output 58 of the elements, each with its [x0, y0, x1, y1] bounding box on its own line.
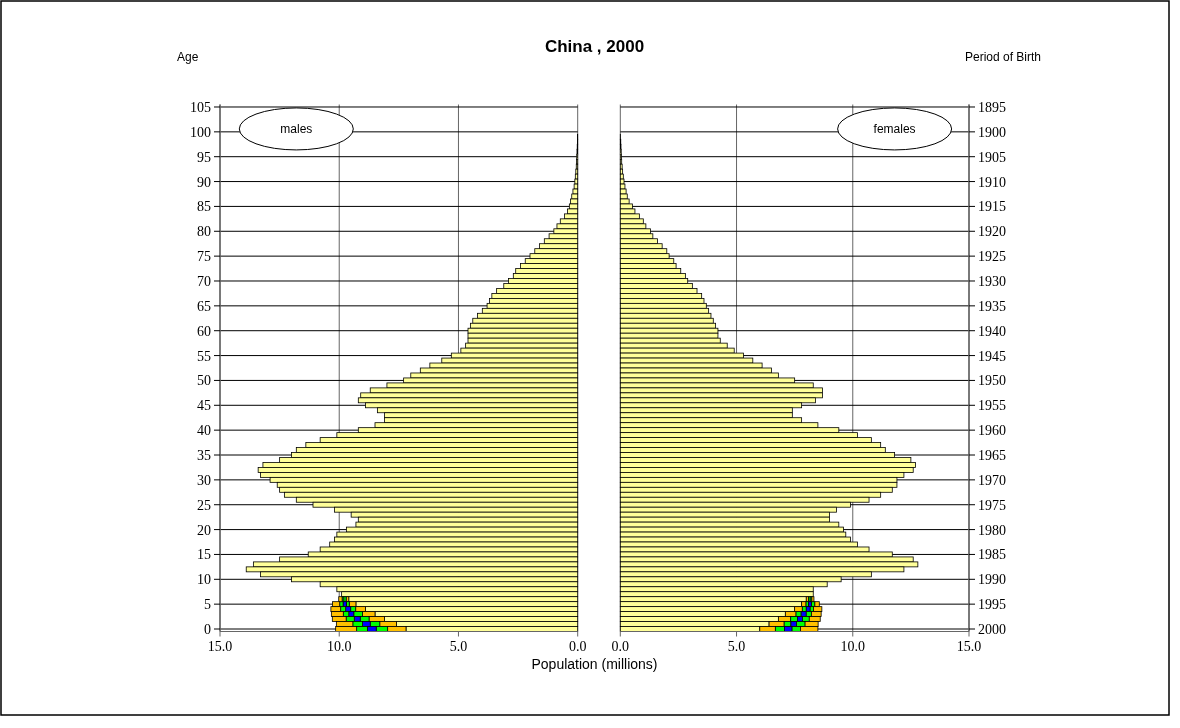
y-tick-label: 55 — [197, 348, 211, 364]
x-axis-title: Population (millions) — [531, 655, 658, 672]
x-tick-label: 0.0 — [611, 638, 630, 654]
y-tick-label: 75 — [197, 249, 211, 265]
y-tick-label: 1915 — [978, 199, 1006, 215]
y-tick-label: 1985 — [978, 547, 1006, 563]
x-tick-label: 10.0 — [840, 638, 866, 654]
y-tick-label: 1995 — [978, 597, 1006, 613]
x-tick-label: 5.0 — [449, 638, 468, 654]
y-axis-title: Period of Birth — [964, 50, 1041, 64]
y-tick-label: 35 — [197, 448, 211, 463]
y-tick-label: 1990 — [978, 572, 1006, 588]
y-tick-label: 1970 — [978, 472, 1006, 488]
y-tick-label: 85 — [197, 199, 211, 215]
y-tick-label: 90 — [197, 174, 211, 190]
y-tick-label: 50 — [197, 373, 211, 389]
y-tick-label: 10 — [197, 572, 211, 588]
y-tick-label: 70 — [197, 274, 211, 289]
y-tick-label: 30 — [197, 472, 211, 488]
y-tick-label: 65 — [197, 298, 211, 314]
y-tick-label: 1950 — [978, 373, 1006, 389]
y-tick-label: 1980 — [978, 522, 1006, 538]
y-tick-label: 1910 — [978, 174, 1006, 190]
annotation: males — [280, 121, 313, 136]
y-tick-label: 105 — [190, 99, 211, 115]
y-tick-label: 60 — [197, 323, 211, 339]
y-tick-label: 1905 — [978, 149, 1006, 165]
y-tick-label: 2000 — [978, 622, 1006, 638]
y-tick-label: 1920 — [978, 224, 1006, 240]
y-tick-label: 1935 — [978, 298, 1006, 314]
y-tick-label: 1930 — [978, 274, 1006, 289]
y-tick-label: 40 — [197, 423, 211, 439]
y-tick-label: 95 — [197, 149, 211, 165]
y-tick-label: 45 — [197, 398, 211, 414]
y-tick-label: 1945 — [978, 348, 1006, 364]
y-tick-label: 1955 — [978, 398, 1006, 414]
y-tick-label: 5 — [204, 597, 211, 613]
x-tick-label: 5.0 — [727, 638, 746, 654]
y-tick-label: 100 — [190, 124, 211, 140]
x-tick-label: 15.0 — [956, 638, 982, 654]
y-tick-label: 1960 — [978, 423, 1006, 439]
y-tick-label: 1900 — [978, 124, 1006, 140]
y-axis-title: Age — [177, 50, 199, 64]
x-tick-label: 10.0 — [326, 638, 352, 654]
y-tick-label: 1940 — [978, 323, 1006, 339]
y-tick-label: 0 — [204, 622, 211, 638]
y-tick-label: 80 — [197, 224, 211, 240]
x-tick-label: 15.0 — [207, 638, 233, 654]
y-tick-label: 1925 — [978, 249, 1006, 265]
y-tick-label: 20 — [197, 522, 211, 538]
annotation: females — [873, 121, 916, 136]
x-tick-label: 0.0 — [568, 638, 587, 654]
chart-title: China , 2000 — [544, 37, 645, 56]
y-tick-label: 1895 — [978, 99, 1006, 115]
y-tick-label: 1975 — [978, 497, 1006, 513]
y-tick-label: 1965 — [978, 448, 1006, 463]
y-tick-label: 15 — [197, 547, 211, 563]
y-tick-label: 25 — [197, 497, 211, 513]
